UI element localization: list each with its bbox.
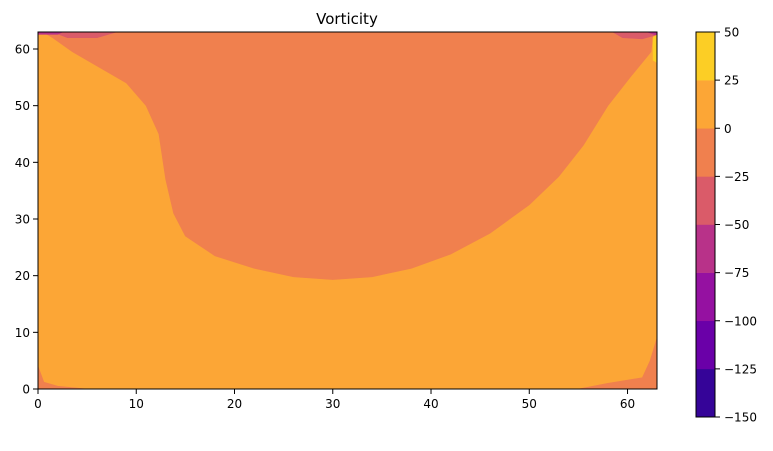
contour-region-5 — [647, 32, 657, 36]
contour-region-2 — [52, 32, 117, 38]
y-tick-label: 60 — [15, 43, 30, 57]
contour-region-7 — [38, 366, 88, 389]
colorbar-tick-label: 0 — [724, 122, 732, 136]
colorbar — [695, 31, 716, 418]
colorbar-band — [696, 272, 715, 322]
x-tick-label: 20 — [227, 397, 242, 411]
colorbar-axis: −150 −125 −100 −75 −50 −25 0 25 50 — [715, 26, 757, 425]
contour-region-1 — [42, 32, 654, 280]
colorbar-tick-label: 25 — [724, 74, 739, 88]
x-tick-label: 40 — [423, 397, 438, 411]
y-tick-label: 10 — [15, 326, 30, 340]
colorbar-tick-label: −25 — [724, 170, 749, 184]
y-tick-label: 50 — [15, 99, 30, 113]
colorbar-tick-label: −50 — [724, 218, 749, 232]
colorbar-tick-label: 50 — [724, 26, 739, 40]
chart-title: Vorticity — [316, 10, 378, 28]
plot-frame — [37, 31, 658, 390]
contour-region-3 — [612, 32, 657, 40]
plot-area — [37, 31, 658, 390]
colorbar-band — [696, 128, 715, 177]
colorbar-tick-label: −100 — [724, 314, 757, 328]
y-tick-label: 0 — [22, 383, 30, 397]
colorbar-band — [696, 320, 715, 370]
x-tick-label: 30 — [325, 397, 340, 411]
y-tick-label: 30 — [15, 213, 30, 227]
colorbar-band — [696, 368, 715, 418]
colorbar-tick-label: −75 — [724, 266, 749, 280]
contour-region-6 — [652, 34, 657, 63]
x-tick-label: 60 — [620, 397, 635, 411]
y-axis: 0 10 20 30 40 50 60 — [15, 43, 38, 397]
x-tick-label: 10 — [129, 397, 144, 411]
x-tick-label: 0 — [34, 397, 42, 411]
colorbar-band — [696, 80, 715, 129]
colorbar-tick-label: −125 — [724, 362, 757, 376]
x-tick-label: 50 — [522, 397, 537, 411]
colorbar-band — [696, 176, 715, 225]
contour-region-8 — [578, 337, 657, 389]
contour-region-4 — [38, 32, 63, 35]
colorbar-tick-label: −150 — [724, 411, 757, 425]
x-axis: 0 10 20 30 40 50 60 — [34, 389, 635, 411]
colorbar-band — [696, 32, 715, 81]
y-tick-label: 20 — [15, 269, 30, 283]
colorbar-band — [696, 224, 715, 273]
y-tick-label: 40 — [15, 156, 30, 170]
